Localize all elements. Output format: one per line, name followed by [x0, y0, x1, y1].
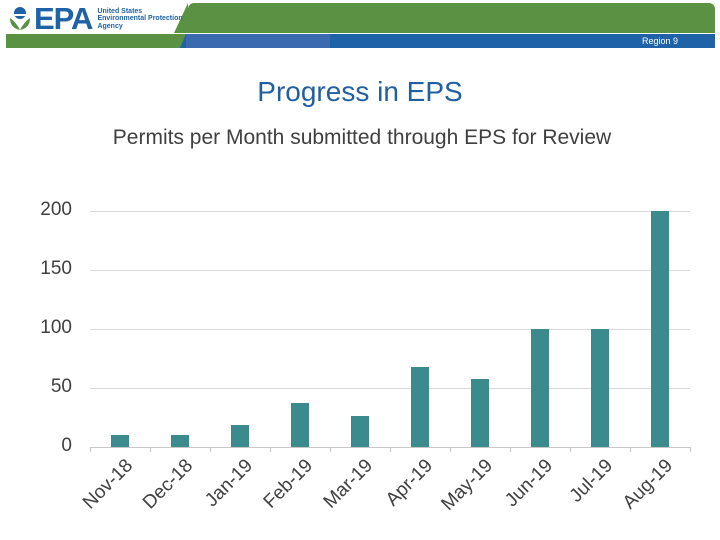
gridline: [90, 329, 690, 330]
slide-title: Progress in EPS: [257, 76, 463, 107]
x-tick: [510, 447, 511, 452]
y-tick-label: 0: [61, 435, 72, 456]
epa-logo: EPA United States Environmental Protecti…: [8, 1, 183, 36]
bar-jun-19: [531, 329, 549, 447]
x-tick-label: Apr-19: [381, 455, 438, 511]
bar-nov-18: [111, 435, 129, 447]
bar-jan-19: [231, 424, 249, 447]
x-tick-label: Jul-19: [565, 455, 618, 507]
bar-may-19: [471, 378, 489, 447]
y-tick-label: 100: [40, 317, 72, 338]
gridline: [90, 388, 690, 389]
x-tick-label: May-19: [437, 455, 498, 515]
x-tick: [90, 447, 91, 452]
x-tick-label: Nov-18: [78, 455, 138, 514]
x-tick-label: Dec-18: [138, 455, 198, 514]
banner-blue-accent: [186, 34, 330, 48]
bar-jul-19: [591, 329, 609, 447]
banner-green-band: [174, 3, 715, 33]
gridline: [90, 211, 690, 212]
x-tick: [570, 447, 571, 452]
x-tick: [150, 447, 151, 452]
epa-wordmark: EPA: [34, 1, 93, 36]
x-tick-label: Feb-19: [259, 455, 318, 513]
agency-name: United States Environmental Protection A…: [97, 8, 182, 31]
x-tick-label: Jun-19: [501, 455, 558, 512]
bar-aug-19: [651, 211, 669, 447]
epa-flower-icon: [10, 7, 30, 30]
x-tick: [630, 447, 631, 452]
region-label: Region 9: [641, 36, 678, 46]
chart-title: Permits per Month submitted through EPS …: [112, 126, 612, 149]
x-tick: [330, 447, 331, 452]
y-tick-label: 50: [50, 376, 72, 397]
y-tick-label: 200: [40, 199, 72, 220]
x-tick-label: Mar-19: [319, 455, 378, 513]
gridline: [90, 270, 690, 271]
x-tick: [450, 447, 451, 452]
x-tick: [690, 447, 691, 452]
bar-mar-19: [351, 416, 369, 447]
bar-apr-19: [411, 366, 429, 447]
x-tick: [210, 447, 211, 452]
agency-line-3: Agency: [97, 22, 123, 30]
agency-line-2: Environmental Protection: [97, 15, 183, 23]
y-tick-label: 150: [40, 258, 72, 279]
x-tick-label: Aug-19: [618, 455, 678, 514]
epa-header-banner: EPA United States Environmental Protecti…: [0, 0, 720, 50]
banner-green-strip: [6, 34, 192, 48]
x-tick: [390, 447, 391, 452]
bar-feb-19: [291, 403, 309, 447]
x-tick-label: Jan-19: [201, 455, 258, 512]
agency-line-1: United States: [97, 7, 143, 15]
bar-dec-18: [171, 435, 189, 447]
x-tick: [270, 447, 271, 452]
